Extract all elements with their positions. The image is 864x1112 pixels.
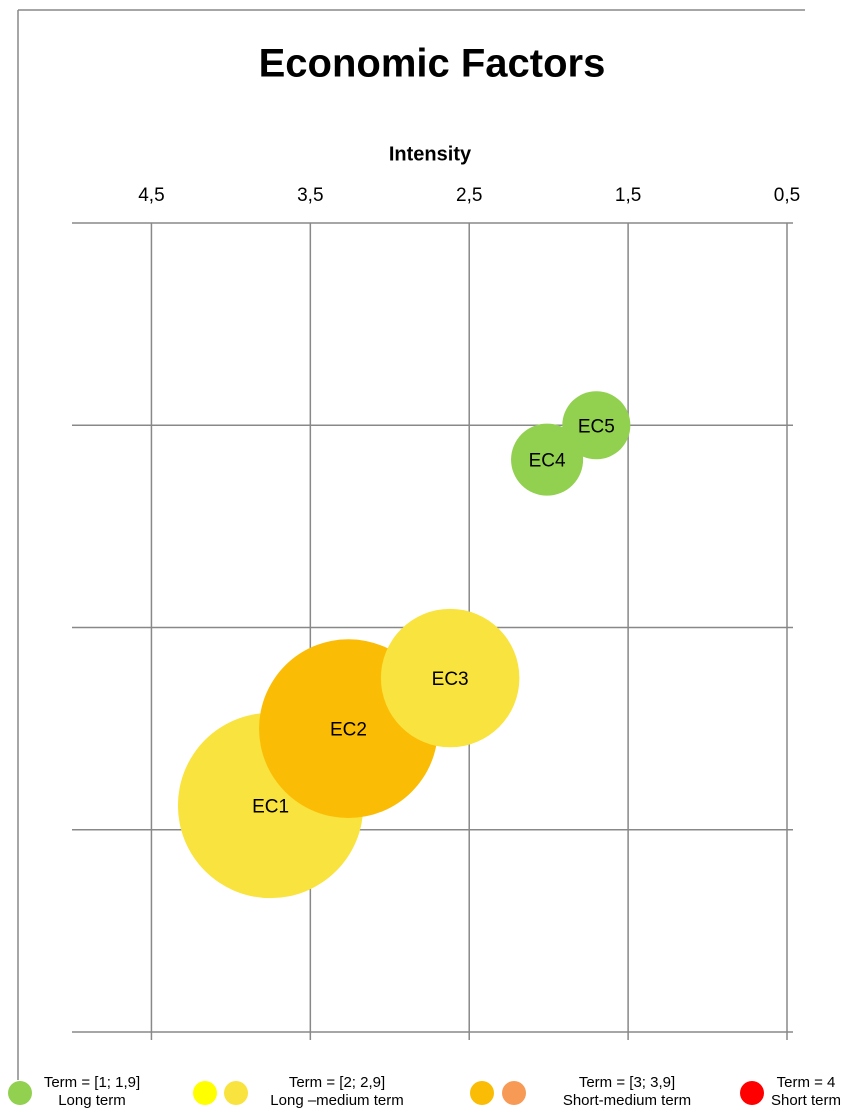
chart-title: Economic Factors xyxy=(259,42,606,86)
legend-sublabel: Long term xyxy=(58,1092,126,1109)
x-tick-label: 1,5 xyxy=(615,185,641,206)
legend-label: Term = 4 xyxy=(777,1074,836,1091)
x-tick-label: 2,5 xyxy=(456,185,482,206)
bubble-label: EC5 xyxy=(578,416,615,437)
x-tick-label: 4,5 xyxy=(138,185,164,206)
legend-swatch xyxy=(740,1081,764,1105)
bubble xyxy=(511,423,584,496)
bubble-label: EC2 xyxy=(330,720,367,741)
bubble xyxy=(562,391,631,460)
x-tick-label: 3,5 xyxy=(297,185,323,206)
legend-swatch xyxy=(470,1081,494,1105)
legend-label: Term = [2; 2,9] xyxy=(289,1074,385,1091)
legend-swatch xyxy=(8,1081,32,1105)
legend-sublabel: Short-medium term xyxy=(563,1092,691,1109)
bubble-label: EC1 xyxy=(252,796,289,817)
bubble-label: EC3 xyxy=(432,669,469,690)
x-axis-title: Intensity xyxy=(389,143,472,165)
legend-label: Term = [1; 1,9] xyxy=(44,1074,140,1091)
bubble xyxy=(380,608,520,748)
bubble-label: EC4 xyxy=(529,451,566,472)
legend-sublabel: Long –medium term xyxy=(270,1092,403,1109)
legend-sublabel: Short term xyxy=(771,1092,841,1109)
legend-label: Term = [3; 3,9] xyxy=(579,1074,675,1091)
legend-swatch xyxy=(193,1081,217,1105)
legend-swatch xyxy=(224,1081,248,1105)
legend-swatch xyxy=(502,1081,526,1105)
x-tick-label: 0,5 xyxy=(774,185,800,206)
